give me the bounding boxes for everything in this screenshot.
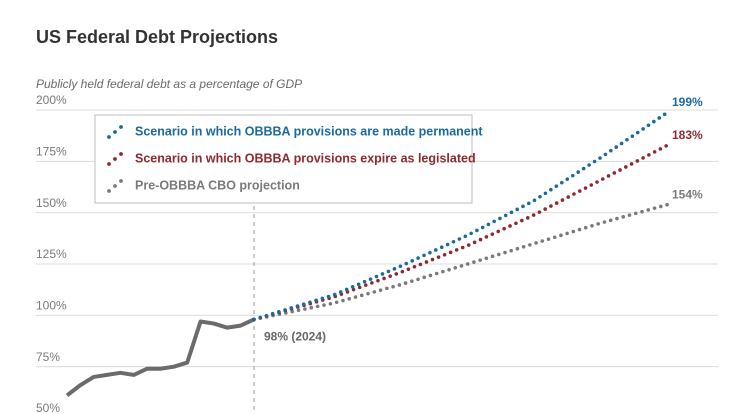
projection-line: [252, 202, 670, 322]
legend-icon-dot: [119, 125, 123, 129]
y-tick-label: 175%: [36, 145, 67, 159]
chart-title: US Federal Debt Projections: [36, 27, 278, 47]
legend-label: Scenario in which OBBBA provisions expir…: [135, 151, 476, 165]
legend-icon-dot: [119, 152, 123, 156]
y-tick-label: 125%: [36, 247, 67, 261]
legend-icon-dot: [113, 130, 117, 134]
legend-box: [94, 114, 473, 204]
history-line: [65, 317, 255, 397]
legend: Scenario in which OBBBA provisions are m…: [94, 114, 483, 204]
y-tick-label: 200%: [36, 93, 67, 107]
y-tick-label: 150%: [36, 196, 67, 210]
chart-subtitle: Publicly held federal debt as a percenta…: [36, 77, 302, 91]
projection-line: [252, 110, 670, 322]
y-tick-label: 75%: [36, 350, 60, 364]
y-tick-label: 50%: [36, 401, 60, 414]
legend-icon-dot: [107, 162, 111, 166]
legend-icon-dot: [107, 135, 111, 139]
value-label: 199%: [672, 95, 703, 109]
legend-label: Pre-OBBBA CBO projection: [135, 178, 300, 192]
legend-label: Scenario in which OBBBA provisions are m…: [135, 124, 483, 138]
history-annotation: 98% (2024): [264, 330, 326, 344]
legend-icon-dot: [113, 184, 117, 188]
legend-icon-dot: [113, 157, 117, 161]
value-label: 183%: [672, 128, 703, 142]
projection-line: [252, 143, 670, 322]
legend-icon-dot: [107, 189, 111, 193]
y-tick-label: 100%: [36, 299, 67, 313]
value-label: 154%: [672, 188, 703, 202]
legend-icon-dot: [119, 179, 123, 183]
